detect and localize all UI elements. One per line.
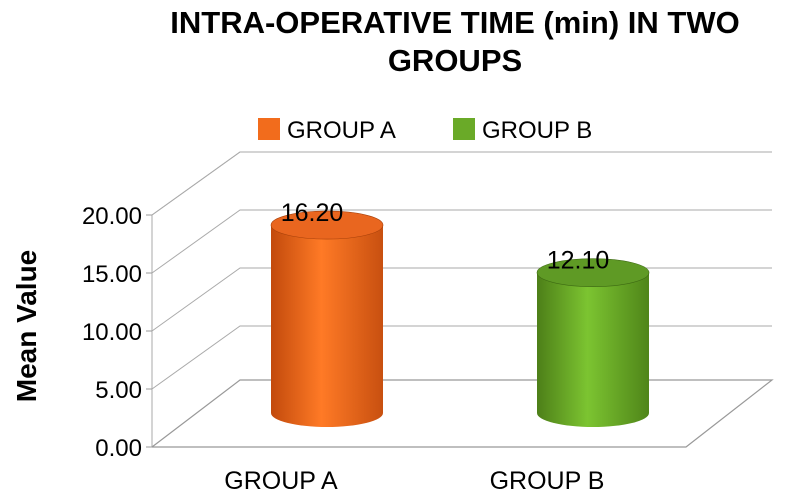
chart-floor — [151, 151, 774, 448]
y-axis: 0.00 5.00 10.00 15.00 20.00 — [82, 203, 152, 462]
y-axis-label: Mean Value — [11, 250, 42, 403]
gridline — [151, 209, 772, 274]
bar-body — [271, 225, 383, 427]
chart-title-line-2: GROUPS — [388, 43, 522, 78]
y-tick-label: 10.00 — [82, 319, 142, 346]
y-tick-label: 5.00 — [95, 377, 142, 404]
bar-group-a — [270, 210, 384, 427]
x-tick-label-group-b: GROUP B — [490, 467, 605, 495]
gridline — [151, 151, 772, 216]
x-tick-label-group-a: GROUP A — [224, 467, 338, 495]
gridlines — [151, 151, 772, 390]
legend-swatch-group-b — [453, 118, 475, 140]
bars: 16.20 12.10 — [270, 199, 650, 427]
chart-title-line-1: INTRA-OPERATIVE TIME (min) IN TWO — [170, 5, 739, 40]
legend-label-group-a: GROUP A — [287, 117, 396, 144]
bar-top — [270, 210, 384, 240]
bar-body — [537, 272, 649, 427]
legend-swatch-group-a — [258, 118, 280, 140]
y-tick-label: 0.00 — [95, 435, 142, 462]
y-tick-label: 15.00 — [82, 261, 142, 288]
bar-top — [536, 258, 650, 287]
legend: GROUP A GROUP B — [258, 117, 592, 144]
legend-label-group-b: GROUP B — [482, 117, 592, 144]
data-label: 12.10 — [547, 247, 610, 275]
bar-group-b — [536, 258, 650, 427]
y-tick-label: 20.00 — [82, 203, 142, 230]
data-label: 16.20 — [281, 199, 344, 227]
gridline — [151, 267, 772, 332]
